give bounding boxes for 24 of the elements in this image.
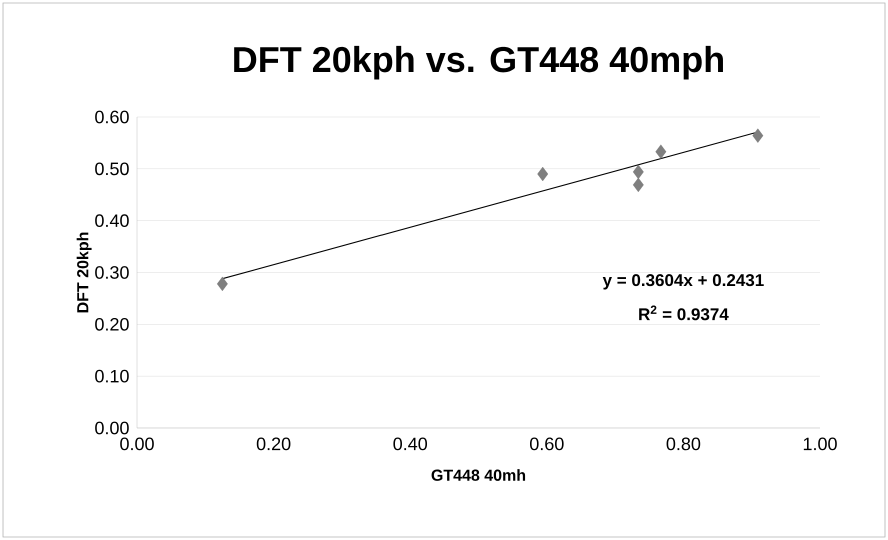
x-tick-label: 1.00 bbox=[804, 438, 837, 450]
point bbox=[752, 128, 764, 143]
y-tick-label: 0.20 bbox=[95, 318, 129, 331]
x-tick-label: 0.40 bbox=[393, 438, 428, 450]
x-tick-label: 0.60 bbox=[530, 438, 564, 450]
y-tick-label: 0.60 bbox=[95, 110, 129, 124]
point bbox=[632, 164, 644, 180]
y-tick-label: 0.50 bbox=[95, 162, 129, 176]
x-axis-title: GT448 40mh bbox=[432, 469, 526, 481]
y-axis-title: DFT 20kph bbox=[76, 232, 92, 312]
y-tick-label: 0.00 bbox=[95, 422, 129, 434]
annotation: R$^{2}$ = 0.9374 bbox=[639, 306, 729, 320]
y-tick-label: 0.30 bbox=[95, 266, 129, 279]
point bbox=[632, 178, 644, 192]
y-tick-label: 0.40 bbox=[95, 214, 129, 228]
y-tick-label: 0.10 bbox=[95, 370, 129, 383]
point bbox=[216, 276, 228, 292]
chart-title: DFT 20kph vs. GT448 40mph bbox=[234, 46, 723, 80]
x-tick-label: 0.00 bbox=[120, 438, 154, 450]
point bbox=[655, 144, 666, 159]
point bbox=[537, 166, 548, 182]
annotation: y = 0.3604x + 0.2431 bbox=[602, 274, 764, 290]
x-tick-label: 0.80 bbox=[666, 438, 700, 450]
x-tick-label: 0.20 bbox=[256, 438, 290, 450]
